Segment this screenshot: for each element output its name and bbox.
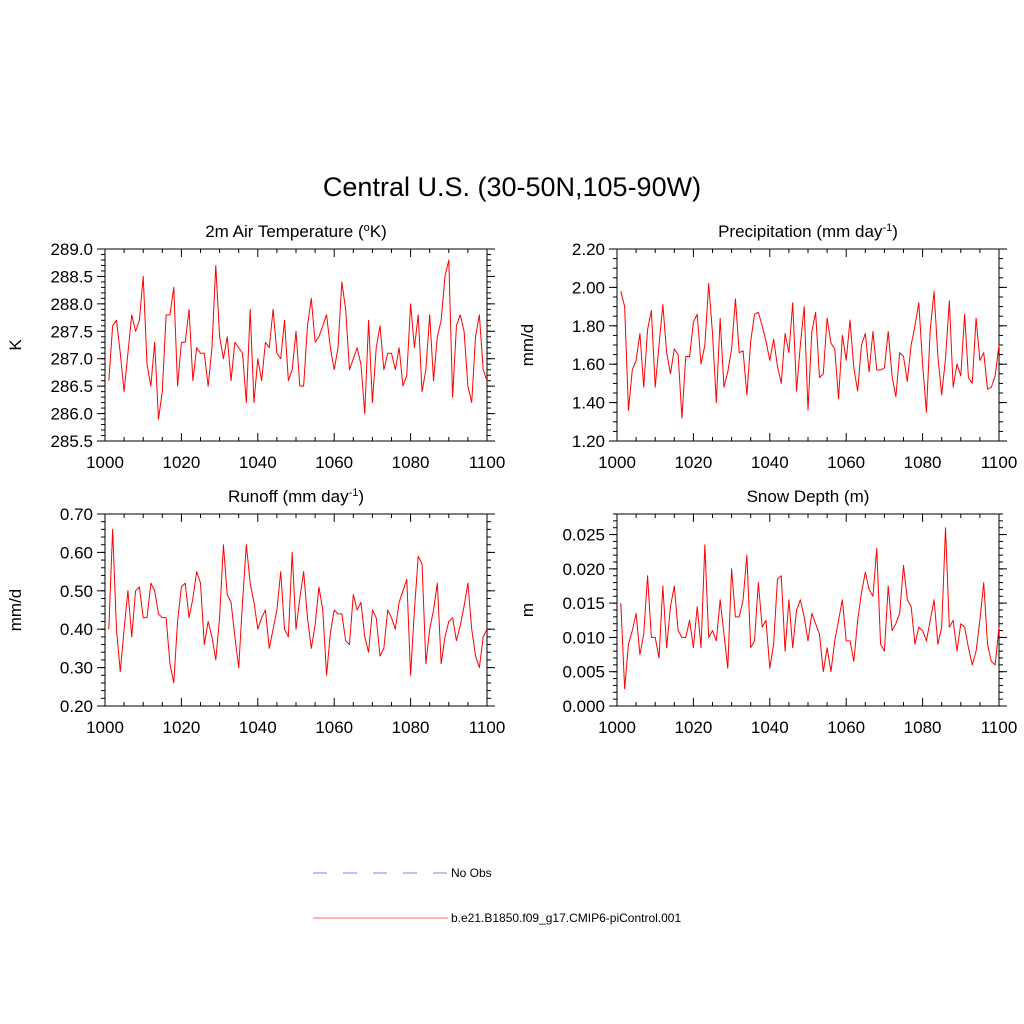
temperature-ytick-label: 286.5 [50, 377, 93, 396]
temperature-ytick-label: 286.0 [50, 405, 93, 424]
snow_depth-xtick-label: 1000 [598, 718, 636, 737]
panel-runoff: Runoff (mm day-1) mm/d 1000 1020 1040 1060 108… [6, 487, 505, 737]
snow_depth-xtick-label: 1100 [981, 718, 1018, 737]
snow_depth-ytick-label: 0.005 [562, 663, 605, 682]
snow_depth-title: Snow Depth (m) [747, 487, 870, 506]
temperature-xtick-label: 1060 [315, 453, 353, 472]
temperature-title: 2m Air Temperature (oK) [205, 222, 387, 241]
snow_depth-ytick-label: 0.025 [562, 526, 605, 545]
precipitation-series-line [620, 283, 1000, 419]
precipitation-ylabel: mm/d [518, 324, 537, 367]
snow_depth-ytick-label: 0.010 [562, 628, 605, 647]
runoff-xtick-label: 1040 [239, 718, 277, 737]
temperature-xtick-label: 1020 [162, 453, 200, 472]
runoff-ytick-label: 0.40 [60, 620, 93, 639]
runoff-ytick-label: 0.50 [60, 582, 93, 601]
temperature-ytick-label: 285.5 [50, 432, 93, 451]
temperature-ytick-label: 287.0 [50, 350, 93, 369]
runoff-series-line [108, 528, 488, 684]
runoff-xtick-label: 1060 [315, 718, 353, 737]
runoff-xtick-label: 1020 [162, 718, 200, 737]
runoff-xtick-label: 1100 [469, 718, 506, 737]
legend-obs-label: No Obs [451, 866, 492, 880]
temperature-ytick-label: 288.0 [50, 295, 93, 314]
temperature-ytick-label: 287.5 [50, 322, 93, 341]
legend-model-label: b.e21.B1850.f09_g17.CMIP6-piControl.001 [451, 911, 681, 925]
precipitation-ytick-label: 1.20 [572, 432, 605, 451]
snow_depth-series-line [620, 527, 1000, 690]
precipitation-xtick-label: 1040 [751, 453, 789, 472]
panel-precipitation: Precipitation (mm day-1) mm/d 1000 1020 1040… [518, 222, 1017, 472]
precipitation-frame [616, 248, 1000, 442]
snow_depth-xtick-label: 1080 [904, 718, 942, 737]
precipitation-title: Precipitation (mm day-1) [718, 222, 898, 241]
precipitation-xtick-label: 1060 [827, 453, 865, 472]
panels: 2m Air Temperature (oK) K 1000 1020 1040 1060… [6, 222, 1017, 737]
runoff-ytick-label: 0.30 [60, 659, 93, 678]
precipitation-ytick-label: 1.80 [572, 317, 605, 336]
precipitation-ytick-label: 1.60 [572, 355, 605, 374]
precipitation-ytick-label: 2.00 [572, 278, 605, 297]
temperature-xtick-label: 1000 [86, 453, 124, 472]
precipitation-xtick-label: 1000 [598, 453, 636, 472]
runoff-ytick-label: 0.60 [60, 543, 93, 562]
snow_depth-ytick-label: 0.015 [562, 594, 605, 613]
precipitation-xtick-label: 1100 [981, 453, 1018, 472]
temperature-xtick-label: 1080 [392, 453, 430, 472]
panel-temperature: 2m Air Temperature (oK) K 1000 1020 1040 1060… [6, 222, 505, 472]
panel-snow_depth: Snow Depth (m) m 1000 1020 1040 1060 1080 1100 0… [518, 487, 1017, 737]
temperature-ylabel: K [6, 339, 25, 351]
figure-title: Central U.S. (30-50N,105-90W) [323, 172, 701, 202]
runoff-frame [104, 513, 488, 707]
temperature-series-line [108, 259, 488, 420]
runoff-xtick-label: 1080 [392, 718, 430, 737]
runoff-ylabel: mm/d [6, 589, 25, 632]
precipitation-xtick-label: 1020 [674, 453, 712, 472]
snow_depth-frame [616, 513, 1000, 707]
snow_depth-ytick-label: 0.000 [562, 697, 605, 716]
runoff-xtick-label: 1000 [86, 718, 124, 737]
snow_depth-ylabel: m [518, 603, 537, 617]
temperature-xtick-label: 1100 [469, 453, 506, 472]
runoff-ytick-label: 0.70 [60, 505, 93, 524]
precipitation-xtick-label: 1080 [904, 453, 942, 472]
snow_depth-xtick-label: 1020 [674, 718, 712, 737]
precipitation-ytick-label: 1.40 [572, 394, 605, 413]
legend: No Obs b.e21.B1850.f09_g17.CMIP6-piContr… [313, 866, 681, 925]
snow_depth-ytick-label: 0.020 [562, 560, 605, 579]
runoff-title: Runoff (mm day-1) [228, 487, 364, 506]
temperature-ytick-label: 288.5 [50, 267, 93, 286]
runoff-ytick-label: 0.20 [60, 697, 93, 716]
snow_depth-xtick-label: 1040 [751, 718, 789, 737]
precipitation-ytick-label: 2.20 [572, 240, 605, 259]
temperature-xtick-label: 1040 [239, 453, 277, 472]
snow_depth-xtick-label: 1060 [827, 718, 865, 737]
temperature-ytick-label: 289.0 [50, 240, 93, 259]
temperature-frame [104, 248, 488, 442]
